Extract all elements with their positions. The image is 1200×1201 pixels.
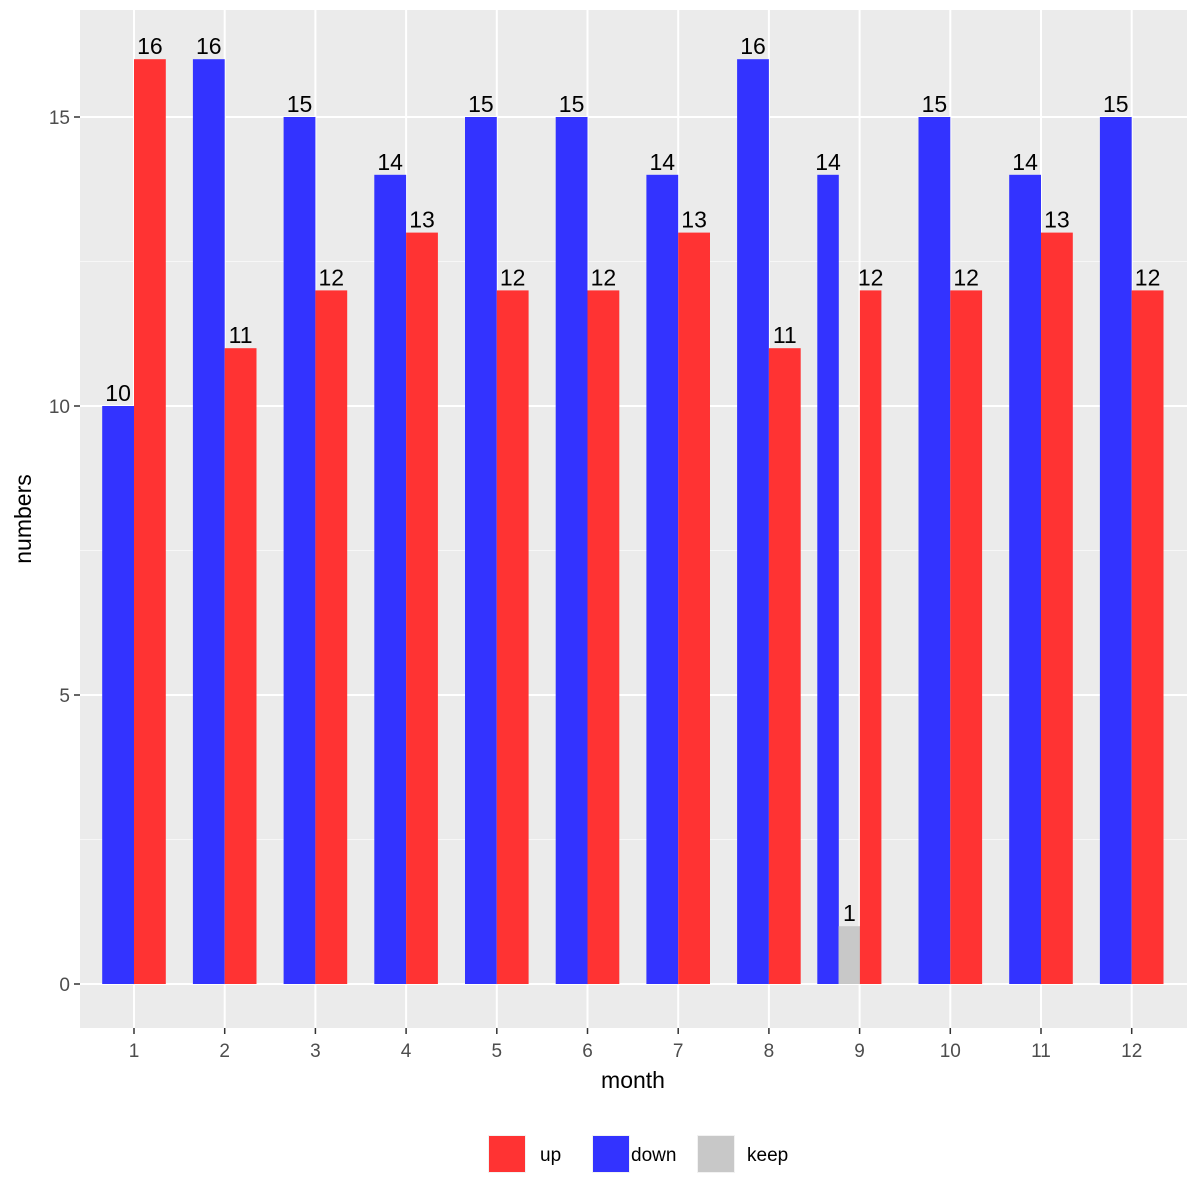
bar-label-down: 14 — [650, 149, 676, 175]
x-tick-label: 6 — [582, 1041, 593, 1062]
bar-up — [134, 59, 166, 984]
bar-label-up: 12 — [858, 264, 884, 290]
x-tick-label: 5 — [492, 1041, 503, 1062]
x-axis-title: month — [601, 1067, 665, 1093]
bar-down — [737, 59, 769, 984]
bar-down — [555, 117, 588, 984]
bar-value-labels: 10 16 16 11 15 12 14 13 15 12 15 12 14 13 16 11 14 1 12 15 1… — [105, 33, 1160, 926]
bar-down — [817, 174, 839, 985]
bar-down — [646, 174, 679, 985]
legend-label-down: down — [631, 1145, 676, 1166]
bar-keep — [838, 926, 861, 984]
bar-up — [859, 290, 882, 984]
bar-label-up: 11 — [229, 322, 253, 348]
bar-up — [315, 290, 348, 984]
bar-up — [950, 290, 983, 984]
bar-down — [465, 117, 497, 984]
y-axis: 0 5 10 15 — [49, 108, 80, 996]
bar-label-keep: 1 — [843, 900, 856, 926]
bar-up — [768, 348, 801, 984]
bar-down — [918, 117, 951, 984]
bar-label-up: 12 — [1135, 264, 1161, 290]
bar-down — [102, 406, 134, 984]
bar-label-up: 12 — [500, 264, 526, 290]
y-axis-title: numbers — [10, 474, 36, 563]
bar-label-down: 16 — [740, 33, 766, 59]
x-tick-label: 9 — [854, 1041, 865, 1062]
legend-swatch-keep — [698, 1136, 734, 1172]
bar-up — [496, 290, 529, 984]
bar-label-up: 13 — [409, 207, 435, 233]
bar-up — [1131, 290, 1164, 984]
bar-label-up: 12 — [953, 264, 979, 290]
bar-up — [678, 232, 710, 985]
legend-swatch-up — [489, 1136, 525, 1172]
bar-up — [587, 290, 620, 984]
panel-background — [80, 10, 1187, 1028]
bar-down — [283, 117, 316, 984]
bar-label-down: 10 — [105, 380, 131, 406]
x-tick-label: 10 — [940, 1041, 961, 1062]
bar-label-up: 12 — [319, 264, 345, 290]
bar-label-down: 15 — [287, 91, 313, 117]
y-tick-label: 10 — [49, 397, 70, 418]
y-tick-label: 15 — [49, 108, 70, 129]
x-tick-label: 4 — [401, 1041, 412, 1062]
bar-label-down: 14 — [1012, 149, 1038, 175]
x-tick-label: 1 — [129, 1041, 140, 1062]
bar-down — [1099, 117, 1132, 984]
bars — [102, 59, 1164, 985]
bar-label-up: 12 — [591, 264, 617, 290]
x-tick-label: 8 — [764, 1041, 775, 1062]
x-axis: 1 2 3 4 5 6 7 8 9 10 11 12 — [129, 1028, 1142, 1062]
bar-up — [1041, 232, 1073, 985]
bar-label-up: 13 — [681, 207, 707, 233]
bar-label-down: 15 — [922, 91, 948, 117]
bar-label-down: 15 — [468, 91, 494, 117]
bar-label-down: 16 — [196, 33, 222, 59]
x-tick-label: 12 — [1121, 1041, 1142, 1062]
bar-label-up: 11 — [773, 322, 797, 348]
bar-label-down: 14 — [815, 149, 841, 175]
x-tick-label: 2 — [219, 1041, 230, 1062]
bar-label-down: 15 — [559, 91, 585, 117]
bar-label-down: 15 — [1103, 91, 1129, 117]
x-tick-label: 7 — [673, 1041, 684, 1062]
bar-label-up: 16 — [137, 33, 163, 59]
y-tick-label: 0 — [59, 975, 70, 996]
bar-up — [224, 348, 257, 984]
legend-label-up: up — [540, 1145, 561, 1166]
x-tick-label: 11 — [1031, 1041, 1051, 1062]
legend: up down keep — [488, 1135, 788, 1173]
minor-gridlines — [80, 261, 1187, 840]
legend-label-keep: keep — [747, 1145, 788, 1166]
bar-up — [406, 232, 438, 985]
x-tick-label: 3 — [310, 1041, 321, 1062]
bar-label-up: 13 — [1044, 207, 1070, 233]
bar-label-down: 14 — [377, 149, 403, 175]
y-tick-label: 5 — [59, 686, 70, 707]
bar-down — [374, 174, 407, 985]
bar-down — [192, 59, 225, 984]
legend-swatch-down — [593, 1136, 629, 1172]
bar-down — [1009, 174, 1041, 985]
